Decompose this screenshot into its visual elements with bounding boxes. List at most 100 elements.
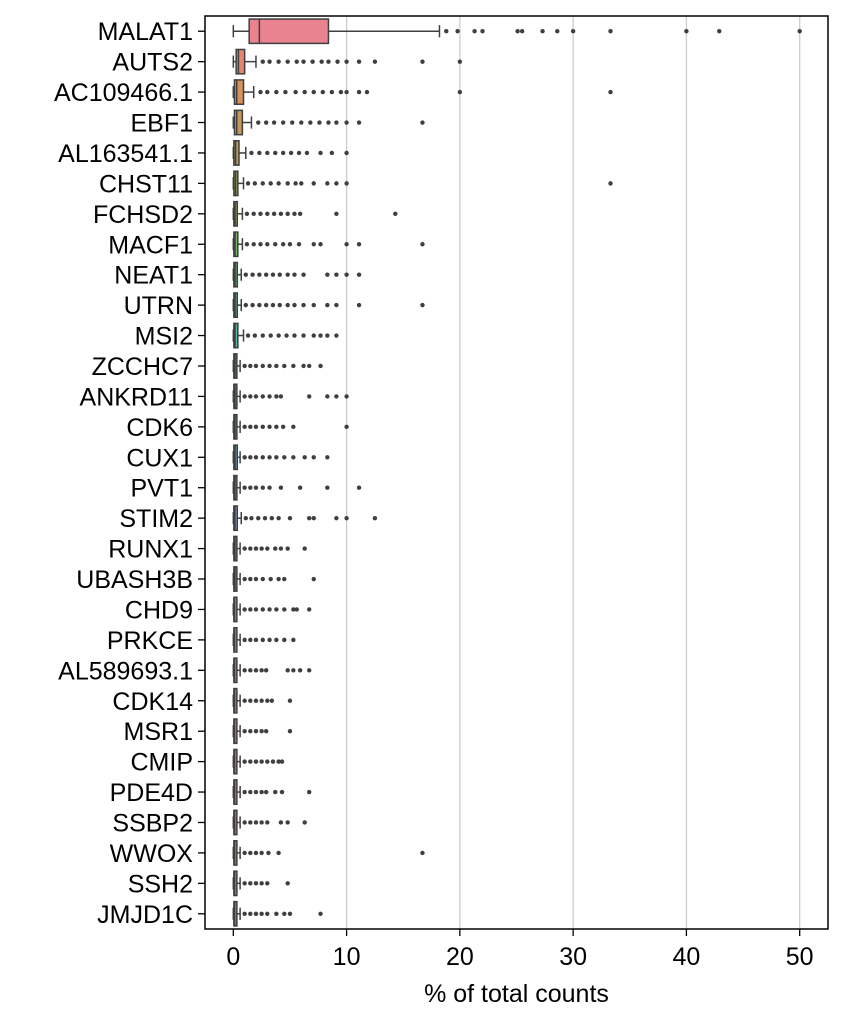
outlier-utrn-1 <box>250 302 255 308</box>
outlier-pvt1-6 <box>297 485 303 490</box>
outlier-chd9-2 <box>253 607 259 612</box>
outlier-cdk6-8 <box>344 424 349 430</box>
outlier-macf1-10 <box>344 242 349 247</box>
outlier-stim2-11 <box>372 515 378 521</box>
outlier-al589693-1-4 <box>263 668 269 673</box>
outlier-fchsd2-6 <box>285 211 290 217</box>
outlier-al589693-1-6 <box>291 668 296 673</box>
outlier-msr1-2 <box>253 728 259 734</box>
outlier-auts2-3 <box>285 59 290 64</box>
outlier-malat1-3 <box>480 29 485 34</box>
outlier-neat1-7 <box>292 272 297 277</box>
outlier-cux1-6 <box>282 455 287 460</box>
outlier-chd9-7 <box>291 607 296 612</box>
box-wwox <box>232 839 425 866</box>
y-tick-label-jmjd1c: JMJD1C <box>97 901 193 929</box>
outlier-ssh2-2 <box>253 881 259 886</box>
outlier-ubash3b-7 <box>311 576 316 582</box>
y-tick-label-msi2: MSI2 <box>135 323 193 351</box>
outlier-jmjd1c-2 <box>253 911 259 916</box>
outlier-ankrd11-5 <box>274 394 279 399</box>
outlier-ac109466-1-6 <box>311 89 316 95</box>
outlier-msr1-3 <box>259 728 264 734</box>
outlier-runx1-8 <box>302 546 307 551</box>
outlier-cux1-5 <box>274 455 279 460</box>
outlier-ubash3b-2 <box>253 576 259 582</box>
outlier-pde4d-4 <box>263 789 269 795</box>
box-ac109466-1 <box>232 79 613 106</box>
box-pvt1 <box>232 474 362 501</box>
outlier-ubash3b-5 <box>276 576 281 582</box>
y-tick-label-runx1: RUNX1 <box>108 536 193 564</box>
box-zcchc7 <box>232 353 323 379</box>
outlier-macf1-11 <box>356 242 362 247</box>
outlier-fchsd2-2 <box>258 211 263 217</box>
outlier-neat1-9 <box>325 272 330 277</box>
outlier-pvt1-2 <box>253 485 259 490</box>
box-auts2 <box>232 48 463 75</box>
x-tick-label-10: 10 <box>333 943 361 971</box>
outlier-auts2-2 <box>276 59 281 64</box>
outlier-zcchc7-4 <box>267 363 272 369</box>
outlier-prkce-5 <box>274 637 279 643</box>
outlier-ebf1-7 <box>317 120 322 125</box>
outlier-msr1-0 <box>242 728 247 734</box>
outlier-cdk6-5 <box>274 424 279 430</box>
outlier-neat1-4 <box>270 272 276 277</box>
outlier-ssbp2-3 <box>259 820 264 825</box>
outlier-stim2-2 <box>256 515 261 521</box>
outlier-msr1-4 <box>263 728 269 734</box>
outlier-cdk14-0 <box>242 698 247 703</box>
outlier-msi2-7 <box>301 333 306 338</box>
outlier-cux1-3 <box>260 455 265 460</box>
x-tick-label-30: 30 <box>559 943 587 971</box>
outlier-stim2-8 <box>311 515 316 521</box>
outlier-pde4d-3 <box>259 789 264 795</box>
outlier-macf1-2 <box>258 242 263 247</box>
outlier-wwox-1 <box>248 850 253 856</box>
outlier-utrn-9 <box>311 302 316 308</box>
y-tick-label-pvt1: PVT1 <box>130 475 193 503</box>
plot-frame <box>204 15 829 930</box>
outlier-ssh2-3 <box>259 881 264 886</box>
outlier-cux1-7 <box>291 455 296 460</box>
outlier-macf1-1 <box>251 242 256 247</box>
outlier-neat1-6 <box>285 272 290 277</box>
outlier-msi2-6 <box>292 333 297 338</box>
y-tick-label-ubash3b: UBASH3B <box>76 566 193 594</box>
outlier-ubash3b-0 <box>242 576 247 582</box>
outlier-prkce-3 <box>260 637 265 643</box>
outlier-ssh2-4 <box>265 881 270 886</box>
outlier-msr1-1 <box>248 728 253 734</box>
outlier-ankrd11-0 <box>242 394 247 399</box>
outlier-cdk6-2 <box>253 424 259 430</box>
outlier-al163541-1-1 <box>257 150 262 156</box>
outlier-msi2-0 <box>245 333 251 338</box>
outlier-pvt1-1 <box>248 485 253 490</box>
outlier-macf1-7 <box>296 242 302 247</box>
y-tick-label-msr1: MSR1 <box>124 718 193 746</box>
outlier-ssbp2-2 <box>253 820 259 825</box>
outlier-cdk14-3 <box>259 698 264 703</box>
y-tick-label-ankrd11: ANKRD11 <box>80 383 193 411</box>
outlier-pde4d-5 <box>273 789 278 795</box>
outlier-ac109466-1-10 <box>344 89 349 95</box>
outlier-prkce-1 <box>248 637 253 643</box>
outlier-stim2-5 <box>276 515 281 521</box>
outlier-jmjd1c-7 <box>287 911 293 916</box>
outlier-ebf1-0 <box>256 120 261 125</box>
outlier-ebf1-3 <box>280 120 286 125</box>
outlier-wwox-2 <box>253 850 259 856</box>
outlier-pvt1-0 <box>242 485 247 490</box>
box-jmjd1c <box>232 900 323 927</box>
box-cdk6 <box>232 413 349 440</box>
outlier-msi2-2 <box>260 333 265 338</box>
outlier-runx1-3 <box>259 546 264 551</box>
box-cux1 <box>232 444 330 471</box>
outlier-neat1-8 <box>301 272 306 277</box>
outlier-cux1-2 <box>253 455 259 460</box>
outlier-cdk14-6 <box>287 698 293 703</box>
outlier-ssh2-5 <box>285 881 290 886</box>
box-ssh2 <box>232 870 290 897</box>
